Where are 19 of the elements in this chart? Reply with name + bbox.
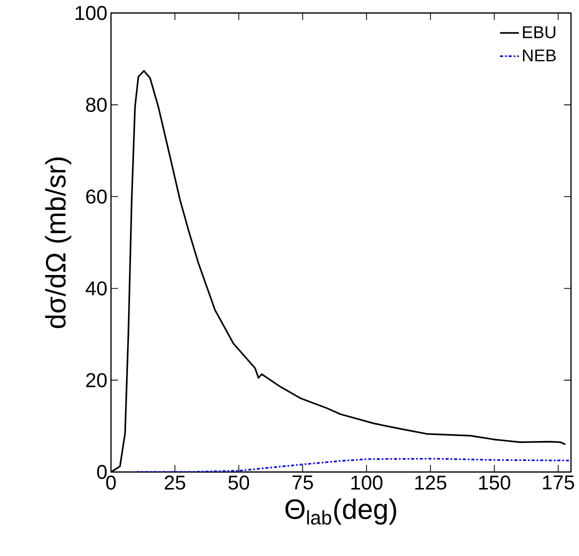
y-tick-label: 40 bbox=[86, 281, 107, 296]
x-tick-label: 75 bbox=[292, 476, 313, 490]
y-tick-label: 60 bbox=[86, 190, 107, 204]
y-tick-label: 20 bbox=[86, 373, 107, 388]
x-tick-label: 25 bbox=[164, 476, 186, 490]
y-tick-label: 0 bbox=[97, 464, 107, 480]
legend-label: EBU bbox=[523, 26, 556, 38]
y-tick-label: 80 bbox=[86, 98, 107, 112]
x-tick-label: 175 bbox=[543, 476, 574, 490]
x-axis-title: Θ$_{lab}$(deg) bbox=[285, 498, 396, 525]
y-tick-label: 100 bbox=[76, 6, 107, 20]
x-tick-label: 0 bbox=[106, 476, 116, 490]
y-axis-title: dσ/dΩ (mb/sr) bbox=[45, 157, 72, 328]
x-tick-label: 100 bbox=[351, 476, 382, 490]
x-tick-label: 150 bbox=[479, 476, 510, 490]
legend-label: NEB bbox=[523, 50, 556, 62]
x-tick-label: 125 bbox=[415, 476, 446, 490]
x-tick-label: 50 bbox=[228, 476, 250, 490]
line-series bbox=[136, 458, 570, 472]
